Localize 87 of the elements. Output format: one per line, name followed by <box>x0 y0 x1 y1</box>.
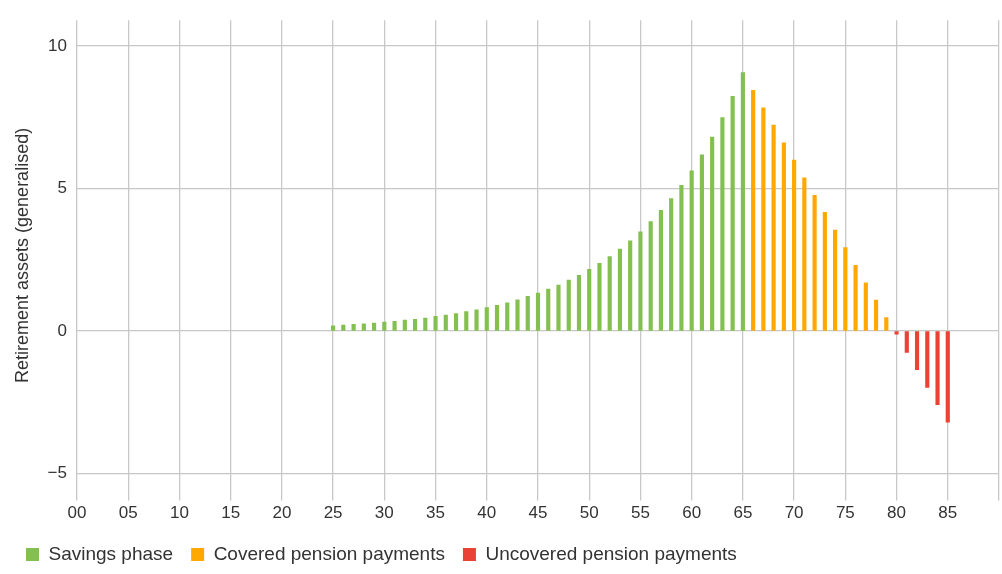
legend-label: Uncovered pension payments <box>485 542 737 564</box>
bar <box>638 231 643 331</box>
bar <box>494 304 500 331</box>
y-tick-label: −5 <box>47 463 67 483</box>
bar <box>341 324 346 331</box>
bar <box>699 154 704 331</box>
x-tick-label: 70 <box>784 503 804 523</box>
bar <box>669 198 674 331</box>
x-tick-label: 25 <box>323 503 343 523</box>
bar <box>412 318 418 331</box>
bar <box>945 331 950 423</box>
bar <box>464 311 469 331</box>
bar <box>628 240 633 331</box>
legend-label: Savings phase <box>48 542 174 564</box>
x-tick-label: 20 <box>272 503 292 523</box>
bar <box>894 331 899 335</box>
legend-label: Covered pension payments <box>213 542 445 564</box>
x-tick-label: 35 <box>426 503 446 523</box>
bar <box>679 184 684 331</box>
bar <box>515 299 520 331</box>
bar <box>546 288 551 331</box>
y-tick-label: 10 <box>48 35 67 55</box>
bar <box>914 331 920 371</box>
bar <box>484 307 489 331</box>
bar <box>792 159 797 331</box>
bar <box>833 229 838 331</box>
x-tick-label: 00 <box>67 503 87 523</box>
x-tick-label: 40 <box>477 503 497 523</box>
bar <box>443 314 448 331</box>
bar <box>433 316 438 331</box>
bar <box>587 269 592 331</box>
bar <box>812 194 817 331</box>
bar <box>689 170 694 331</box>
x-tick-label: 75 <box>835 503 855 523</box>
x-tick-label: 50 <box>579 503 599 523</box>
x-tick-label: 30 <box>374 503 394 523</box>
x-tick-label: 15 <box>221 503 241 523</box>
x-tick-label: 80 <box>887 503 907 523</box>
bar <box>474 309 479 331</box>
bar <box>843 247 848 331</box>
x-tick-label: 55 <box>630 503 650 523</box>
bar <box>525 296 530 331</box>
bar <box>576 275 582 331</box>
x-tick-label: 05 <box>118 503 138 523</box>
bar <box>535 292 541 331</box>
bar <box>925 331 930 388</box>
bar <box>566 279 571 331</box>
bar <box>351 324 356 331</box>
bar <box>597 263 602 331</box>
bar <box>710 136 715 331</box>
bar <box>658 210 664 331</box>
bar <box>853 265 858 331</box>
bar <box>740 72 745 331</box>
x-tick-label: 10 <box>169 503 189 523</box>
x-tick-label: 85 <box>938 503 958 523</box>
y-axis-title: Retirement assets (generalised) <box>11 127 32 383</box>
bar <box>607 256 612 331</box>
bar <box>617 248 623 331</box>
bar <box>771 124 776 331</box>
bar <box>331 325 336 331</box>
bar <box>730 95 735 331</box>
bar <box>802 177 807 331</box>
x-tick-label: 65 <box>733 503 753 523</box>
bar <box>873 299 879 331</box>
bar <box>935 331 940 406</box>
bar <box>863 282 868 331</box>
bar <box>884 317 889 331</box>
bar <box>382 321 387 331</box>
bar <box>402 319 407 331</box>
y-tick-label: 5 <box>57 178 67 198</box>
bar <box>904 331 909 353</box>
bar <box>556 284 561 331</box>
bar <box>372 322 377 331</box>
y-tick-label: 0 <box>57 320 67 340</box>
bar <box>648 221 653 331</box>
bar <box>361 323 366 331</box>
bar <box>453 313 459 331</box>
bar <box>761 107 766 331</box>
bar <box>423 317 428 331</box>
x-tick-label: 45 <box>528 503 548 523</box>
bar <box>751 90 756 331</box>
bar <box>392 320 397 331</box>
bar <box>505 302 510 331</box>
bar <box>720 117 725 331</box>
bar <box>822 212 827 331</box>
bar <box>781 142 786 331</box>
x-tick-label: 60 <box>682 503 702 523</box>
